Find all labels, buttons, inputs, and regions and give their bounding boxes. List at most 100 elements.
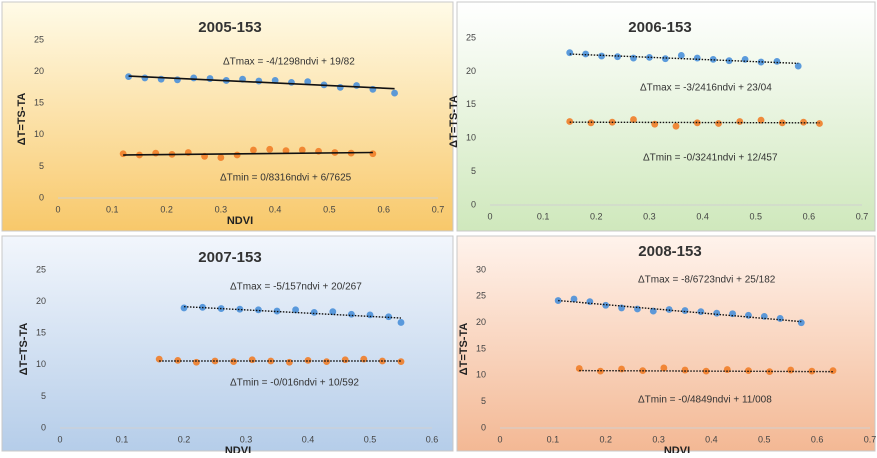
trend-equation: ΔTmax = -4/1298ndvi + 19/82 xyxy=(223,57,355,68)
x-tick-label: 0.7 xyxy=(432,204,445,214)
point xyxy=(217,154,225,161)
x-tick-label: 0.1 xyxy=(537,211,550,221)
point xyxy=(646,53,653,61)
x-tick-label: 0.4 xyxy=(705,434,718,444)
x-axis-label: NDVI xyxy=(225,445,251,453)
point xyxy=(141,74,149,82)
point xyxy=(773,57,781,65)
x-tick-label: 0 xyxy=(497,434,502,444)
x-tick-label: 0.6 xyxy=(377,204,390,214)
point xyxy=(190,74,198,82)
chart-title: 2007-153 xyxy=(198,249,261,266)
y-tick-label: 0 xyxy=(471,199,476,209)
trendline xyxy=(569,121,820,124)
trend-equation: ΔTmax = -5/157ndvi + 20/267 xyxy=(230,282,362,293)
x-tick-label: 0.1 xyxy=(547,434,560,444)
point xyxy=(119,150,127,158)
y-tick-label: 25 xyxy=(34,34,44,44)
trend-equation: ΔTmin = -0/4849ndvi + 11/008 xyxy=(638,395,772,406)
x-tick-label: 0.3 xyxy=(643,211,656,221)
point xyxy=(757,58,765,66)
point xyxy=(180,304,188,312)
x-tick-label: 0.3 xyxy=(215,204,228,214)
x-tick-label: 0.1 xyxy=(106,204,119,214)
point xyxy=(618,365,625,373)
x-axis-label: NDVI xyxy=(227,215,253,227)
x-tick-label: 0 xyxy=(57,434,62,444)
x-tick-label: 0.5 xyxy=(749,211,762,221)
y-tick-label: 20 xyxy=(476,317,486,327)
y-tick-label: 5 xyxy=(39,161,44,171)
point xyxy=(614,53,621,61)
point xyxy=(575,365,583,372)
point xyxy=(336,84,344,91)
point xyxy=(391,89,398,97)
point xyxy=(745,367,752,374)
trend-equation: ΔTmin = 0/8316ndvi + 6/7625 xyxy=(220,173,352,184)
point xyxy=(800,118,807,126)
trendline xyxy=(569,53,799,65)
x-tick-label: 0 xyxy=(55,204,60,214)
point xyxy=(715,120,722,127)
point xyxy=(304,78,312,86)
point xyxy=(255,306,262,314)
panel xyxy=(456,1,876,232)
trendline xyxy=(579,369,834,373)
point xyxy=(206,75,214,82)
trendline xyxy=(183,305,402,319)
y-tick-label: 10 xyxy=(476,370,486,380)
point xyxy=(397,319,405,326)
x-tick-label: 0.2 xyxy=(178,434,191,444)
point xyxy=(329,308,337,316)
point xyxy=(233,151,241,159)
point xyxy=(602,301,610,309)
point xyxy=(757,116,765,124)
y-tick-label: 15 xyxy=(34,98,44,108)
y-tick-label: 0 xyxy=(39,192,44,202)
point xyxy=(353,82,360,89)
point xyxy=(808,367,816,375)
x-tick-label: 0.5 xyxy=(758,434,771,444)
point xyxy=(248,356,256,364)
point xyxy=(230,358,238,366)
point xyxy=(713,309,721,317)
point xyxy=(794,62,802,70)
point xyxy=(829,367,837,374)
point xyxy=(288,78,295,86)
point xyxy=(630,54,637,62)
point xyxy=(729,310,736,318)
x-tick-label: 0.1 xyxy=(116,434,129,444)
point xyxy=(634,305,641,313)
y-tick-label: 30 xyxy=(476,264,486,274)
point xyxy=(211,357,219,365)
point xyxy=(155,355,163,363)
y-tick-label: 25 xyxy=(476,291,486,301)
y-tick-label: 10 xyxy=(36,359,46,369)
y-axis-label: ΔT=TS-TA xyxy=(448,95,460,148)
x-tick-label: 0.4 xyxy=(302,434,315,444)
y-axis-label: ΔT=TS-TA xyxy=(18,323,30,376)
point xyxy=(366,311,374,319)
y-axis-label: ΔT=TS-TA xyxy=(16,93,28,146)
point xyxy=(566,49,574,57)
point xyxy=(369,150,377,158)
point xyxy=(681,366,689,374)
point xyxy=(310,308,318,316)
point xyxy=(554,297,562,304)
chart-title: 2005-153 xyxy=(198,19,261,36)
x-tick-label: 0.2 xyxy=(590,211,603,221)
point xyxy=(266,145,274,153)
x-tick-label: 0.2 xyxy=(599,434,612,444)
point xyxy=(709,55,717,63)
point xyxy=(341,356,349,364)
point xyxy=(282,147,290,155)
y-tick-label: 5 xyxy=(41,391,46,401)
panel xyxy=(1,1,454,232)
x-tick-label: 0.2 xyxy=(160,204,173,214)
point xyxy=(250,146,257,154)
point xyxy=(677,51,685,59)
point xyxy=(816,120,823,127)
y-tick-label: 0 xyxy=(41,422,46,432)
trend-equation: ΔTmin = -0/016ndvi + 10/592 xyxy=(230,378,359,389)
x-tick-label: 0.6 xyxy=(426,434,439,444)
